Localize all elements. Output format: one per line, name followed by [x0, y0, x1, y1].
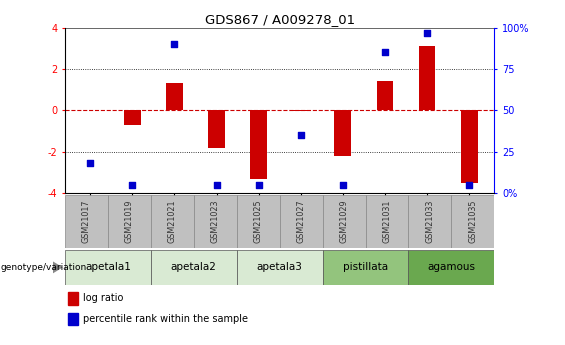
Bar — [323, 250, 408, 285]
Bar — [166, 83, 183, 110]
Bar — [151, 250, 237, 285]
Title: GDS867 / A009278_01: GDS867 / A009278_01 — [205, 13, 355, 27]
Polygon shape — [53, 261, 63, 274]
Bar — [451, 195, 494, 248]
Text: GSM21031: GSM21031 — [383, 200, 392, 243]
Point — [338, 182, 347, 188]
Text: log ratio: log ratio — [83, 294, 123, 303]
Bar — [237, 250, 323, 285]
Bar — [250, 110, 267, 179]
Text: apetala3: apetala3 — [257, 263, 303, 272]
Point — [86, 161, 95, 166]
Bar — [334, 110, 351, 156]
Bar — [292, 110, 309, 111]
Text: GSM21025: GSM21025 — [254, 200, 263, 244]
Point — [380, 50, 389, 55]
Bar — [280, 195, 323, 248]
Text: genotype/variation: genotype/variation — [1, 263, 87, 272]
Point — [464, 182, 473, 188]
Bar — [408, 195, 451, 248]
Point — [128, 182, 137, 188]
Point — [423, 30, 432, 35]
Bar — [65, 250, 151, 285]
Text: percentile rank within the sample: percentile rank within the sample — [83, 314, 248, 324]
Point — [296, 132, 305, 138]
Bar — [208, 110, 225, 148]
Text: GSM21029: GSM21029 — [340, 200, 349, 244]
Text: GSM21027: GSM21027 — [297, 200, 306, 244]
Text: apetala2: apetala2 — [171, 263, 217, 272]
Text: GSM21033: GSM21033 — [425, 200, 434, 243]
Point — [254, 182, 263, 188]
Text: apetala1: apetala1 — [85, 263, 131, 272]
Text: GSM21035: GSM21035 — [468, 200, 477, 244]
Text: agamous: agamous — [428, 263, 475, 272]
Text: GSM21021: GSM21021 — [168, 200, 177, 244]
Bar — [376, 81, 393, 110]
Text: GSM21019: GSM21019 — [125, 200, 134, 244]
Bar — [419, 46, 436, 110]
Text: GSM21023: GSM21023 — [211, 200, 220, 244]
Point — [212, 182, 221, 188]
Bar — [460, 110, 477, 183]
Bar — [151, 195, 194, 248]
Text: pistillata: pistillata — [343, 263, 388, 272]
Bar — [65, 195, 108, 248]
Point — [170, 41, 179, 47]
Bar — [68, 313, 78, 325]
Bar — [323, 195, 366, 248]
Bar — [237, 195, 280, 248]
Bar — [108, 195, 151, 248]
Bar — [68, 292, 78, 305]
Bar — [124, 110, 141, 125]
Bar — [366, 195, 408, 248]
Bar — [408, 250, 494, 285]
Bar — [194, 195, 237, 248]
Text: GSM21017: GSM21017 — [82, 200, 91, 244]
